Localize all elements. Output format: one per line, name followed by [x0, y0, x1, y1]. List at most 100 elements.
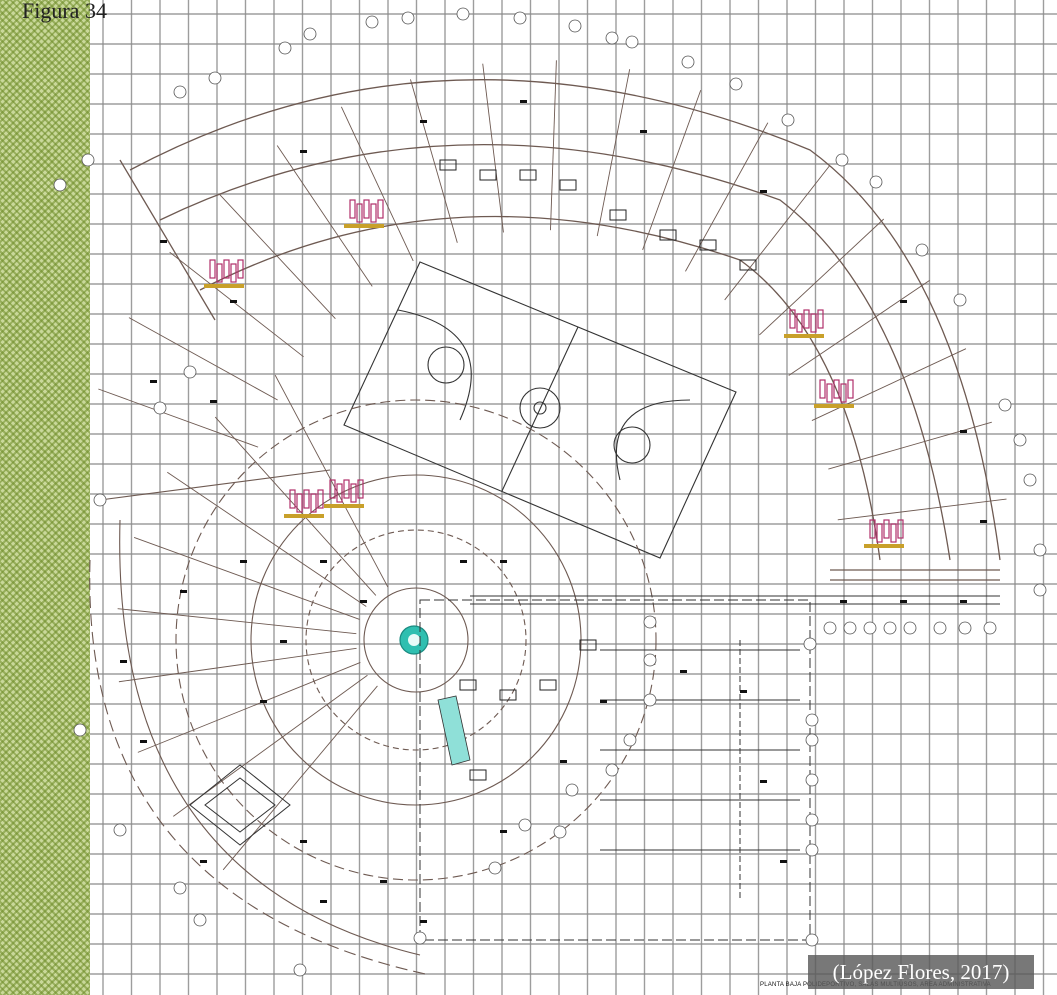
axis-bubble — [915, 243, 929, 257]
stall-mark — [223, 259, 230, 279]
equipment-mark — [499, 689, 517, 701]
dimension-mark — [900, 600, 907, 603]
stall-mark — [356, 203, 363, 223]
stall-mark — [876, 523, 883, 543]
axis-bubble — [805, 713, 819, 727]
dimension-mark — [280, 640, 287, 643]
axis-bubble — [605, 31, 619, 45]
axis-bubble — [643, 693, 657, 707]
counter-mark — [784, 334, 824, 338]
axis-bubble — [401, 11, 415, 25]
dimension-mark — [230, 300, 237, 303]
equipment-mark — [459, 679, 477, 691]
dimension-mark — [760, 190, 767, 193]
stall-mark — [237, 259, 244, 279]
axis-bubble — [293, 963, 307, 977]
axis-bubble — [805, 843, 819, 857]
axis-bubble — [835, 153, 849, 167]
stall-mark — [377, 199, 384, 219]
stall-mark — [303, 489, 310, 509]
axis-bubble — [183, 365, 197, 379]
dimension-mark — [420, 920, 427, 923]
axis-bubble — [781, 113, 795, 127]
partition-line — [685, 122, 769, 272]
right-wing-outline — [419, 595, 1000, 941]
stall-mark — [817, 309, 824, 329]
axis-bubble — [1033, 543, 1047, 557]
sector-partition-line — [167, 471, 367, 607]
stall-mark — [890, 523, 897, 543]
partition-line — [128, 317, 278, 401]
axis-bubble — [553, 825, 567, 839]
furniture-marks — [204, 159, 904, 781]
equipment-mark — [699, 239, 717, 251]
stall-mark — [363, 199, 370, 219]
dimension-mark — [600, 700, 607, 703]
dimension-mark — [960, 430, 967, 433]
axis-bubble — [278, 41, 292, 55]
axis-bubble — [843, 621, 857, 635]
axis-bubble — [643, 653, 657, 667]
axis-bubble — [869, 175, 883, 189]
stall-mark — [803, 309, 810, 329]
stall-mark — [810, 313, 817, 333]
stall-mark — [289, 489, 296, 509]
dimension-mark — [260, 700, 267, 703]
stall-mark — [329, 479, 336, 499]
dimension-mark — [210, 400, 217, 403]
dimension-mark — [150, 380, 157, 383]
partition-line — [759, 218, 885, 336]
square-pavilion — [189, 764, 291, 846]
axis-bubble — [193, 913, 207, 927]
equipment-mark — [739, 259, 757, 271]
axis-bubble — [1023, 473, 1037, 487]
stall-mark — [357, 479, 364, 499]
partition-line — [788, 280, 930, 376]
axis-bubble — [365, 15, 379, 29]
central-hub — [399, 625, 471, 766]
dimension-mark — [320, 900, 327, 903]
counter-mark — [814, 404, 854, 408]
dimension-mark — [320, 560, 327, 563]
equipment-mark — [539, 679, 557, 691]
axis-bubble — [863, 621, 877, 635]
axis-bubble — [643, 615, 657, 629]
equipment-mark — [519, 169, 537, 181]
axis-bubble — [625, 35, 639, 49]
axis-bubble — [953, 293, 967, 307]
axis-bubble — [805, 733, 819, 747]
counter-mark — [344, 224, 384, 228]
partition-line — [219, 194, 336, 319]
dimension-mark — [140, 740, 147, 743]
sector-partition-line — [118, 647, 357, 683]
dimension-mark — [980, 520, 987, 523]
dimension-mark — [760, 780, 767, 783]
dimension-mark — [840, 600, 847, 603]
dimension-mark — [960, 600, 967, 603]
axis-bubble — [933, 621, 947, 635]
axis-bubble — [303, 27, 317, 41]
axis-bubble — [605, 763, 619, 777]
axis-bubble — [623, 733, 637, 747]
column-marks — [120, 100, 987, 923]
partition-line — [482, 63, 504, 233]
axis-bubble — [803, 637, 817, 651]
dimension-mark — [180, 590, 187, 593]
axis-bubble — [173, 881, 187, 895]
stall-mark — [897, 519, 904, 539]
sector-partition-line — [137, 662, 361, 753]
sector-partition-line — [222, 685, 378, 871]
equipment-mark — [479, 169, 497, 181]
axis-bubble — [1033, 583, 1047, 597]
axis-bubble — [565, 783, 579, 797]
basketball-court — [343, 261, 737, 559]
figure-label: Figura 34 — [22, 0, 107, 23]
building-ring — [119, 79, 1001, 581]
dimension-mark — [420, 120, 427, 123]
axis-bubble — [805, 813, 819, 827]
partition-line — [642, 89, 702, 251]
counter-mark — [864, 544, 904, 548]
partition-line — [550, 60, 557, 231]
